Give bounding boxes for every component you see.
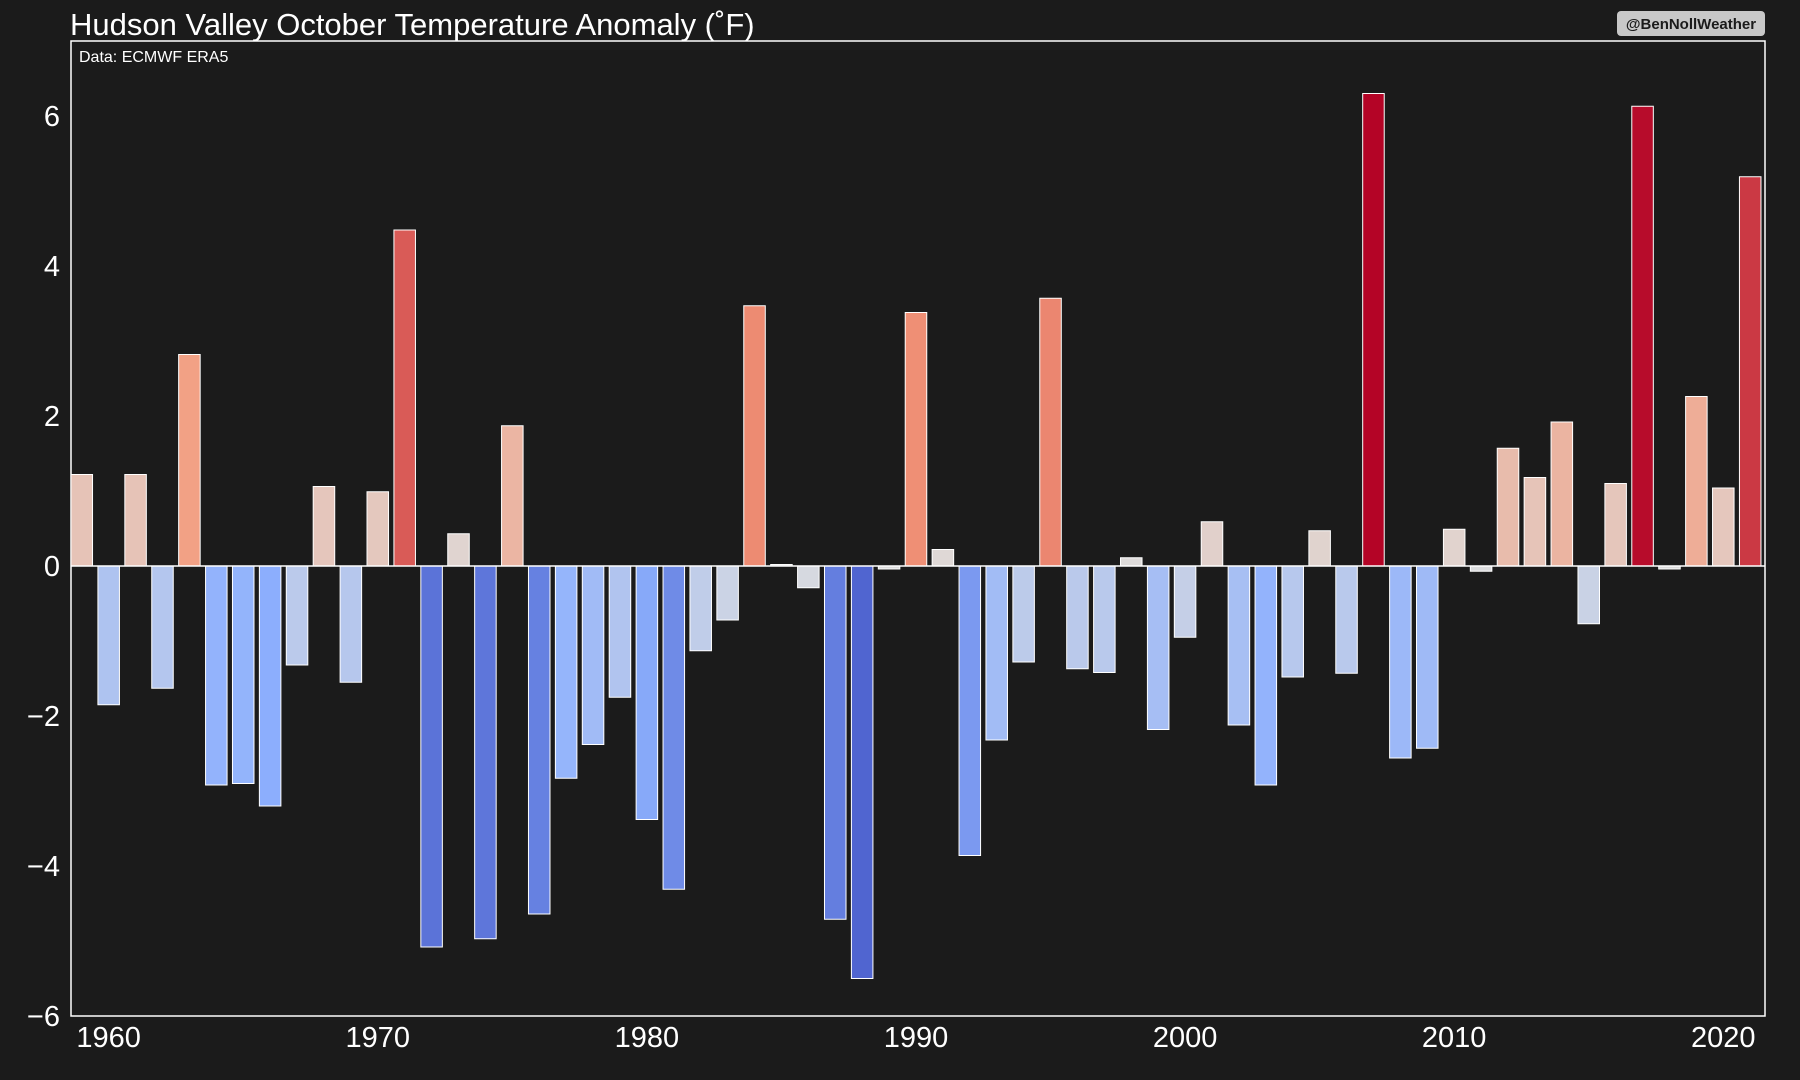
bar-1971 [393, 229, 416, 567]
y-tick-label: −6 [27, 1001, 60, 1033]
bar-2001 [1200, 521, 1224, 567]
bar-2021 [1738, 176, 1762, 567]
credit-box [1617, 11, 1765, 36]
bar-1998 [1120, 557, 1143, 567]
bar-1970 [366, 491, 390, 567]
bar-1976 [527, 565, 551, 915]
bar-2007 [1362, 93, 1385, 567]
credit-label: @BenNollWeather [1626, 16, 1756, 33]
x-tick-label: 1970 [346, 1022, 411, 1054]
bar-1983 [716, 565, 739, 621]
bar-2003 [1254, 565, 1278, 786]
y-tick-label: 2 [44, 401, 60, 433]
bar-1986 [797, 565, 820, 589]
bar-1969 [339, 565, 363, 683]
bar-1987 [823, 565, 847, 920]
x-tick-label: 1990 [884, 1022, 949, 1054]
bar-1961 [124, 474, 147, 567]
bar-1994 [1012, 565, 1035, 663]
bar-1979 [608, 565, 632, 698]
bar-1990 [904, 312, 928, 567]
bar-1981 [662, 565, 686, 890]
bar-2004 [1281, 565, 1304, 678]
bar-1996 [1066, 565, 1089, 670]
bar-2002 [1227, 565, 1251, 726]
bars [70, 93, 1762, 979]
bar-1984 [743, 305, 766, 567]
bar-1974 [474, 565, 497, 940]
bar-2006 [1335, 565, 1358, 674]
bar-2010 [1442, 528, 1466, 567]
y-axis: −6 −4 −2 0 2 4 6 [27, 101, 60, 1033]
bar-1978 [581, 565, 605, 745]
bar-1965 [231, 565, 255, 784]
y-tick-label: 4 [44, 251, 60, 283]
bar-1977 [554, 565, 578, 779]
x-tick-label: 1980 [615, 1022, 680, 1054]
y-tick-label: −4 [27, 851, 60, 883]
bar-2012 [1496, 447, 1520, 567]
bar-2017 [1631, 105, 1654, 567]
x-tick-label: 1960 [76, 1022, 141, 1054]
bar-1973 [447, 533, 470, 567]
bar-1988 [850, 565, 874, 979]
bar-1966 [258, 565, 282, 807]
x-tick-label: 2010 [1422, 1022, 1487, 1054]
y-tick-label: 6 [44, 101, 60, 133]
chart-title: Hudson Valley October Temperature Anomal… [70, 7, 755, 42]
credit-badge: @BenNollWeather [1617, 11, 1765, 36]
bar-1964 [205, 565, 228, 786]
bar-2011 [1469, 565, 1493, 572]
bar-2005 [1308, 530, 1331, 567]
bar-2014 [1550, 421, 1574, 567]
bar-2009 [1416, 565, 1439, 749]
bar-1967 [285, 565, 309, 666]
bar-1960 [97, 565, 120, 706]
bar-1982 [689, 565, 712, 652]
bar-1992 [958, 565, 982, 856]
bar-1959 [70, 474, 94, 567]
bar-1962 [151, 565, 174, 689]
bar-1963 [178, 354, 201, 567]
bar-1997 [1093, 565, 1116, 673]
x-tick-label: 2020 [1691, 1022, 1756, 1054]
x-axis: 1960 1970 1980 1990 2000 2010 2020 [76, 1022, 1755, 1054]
bar-1972 [420, 565, 443, 948]
bar-2015 [1577, 565, 1600, 625]
bar-1993 [985, 565, 1008, 741]
bar-2008 [1389, 565, 1412, 759]
y-tick-label: 0 [44, 551, 60, 583]
bar-2020 [1712, 487, 1735, 567]
bar-2000 [1173, 565, 1197, 638]
bar-2019 [1685, 396, 1708, 567]
y-tick-label: −2 [27, 701, 60, 733]
bar-1968 [312, 486, 336, 567]
bar-1995 [1039, 297, 1062, 567]
bar-2013 [1523, 477, 1547, 567]
source-note: Data: ECMWF ERA5 [79, 49, 228, 66]
bar-1999 [1146, 565, 1170, 730]
x-tick-label: 2000 [1153, 1022, 1218, 1054]
bar-1975 [501, 425, 524, 567]
bar-1980 [635, 565, 659, 820]
bar-2016 [1604, 483, 1627, 567]
bar-1991 [931, 549, 955, 567]
